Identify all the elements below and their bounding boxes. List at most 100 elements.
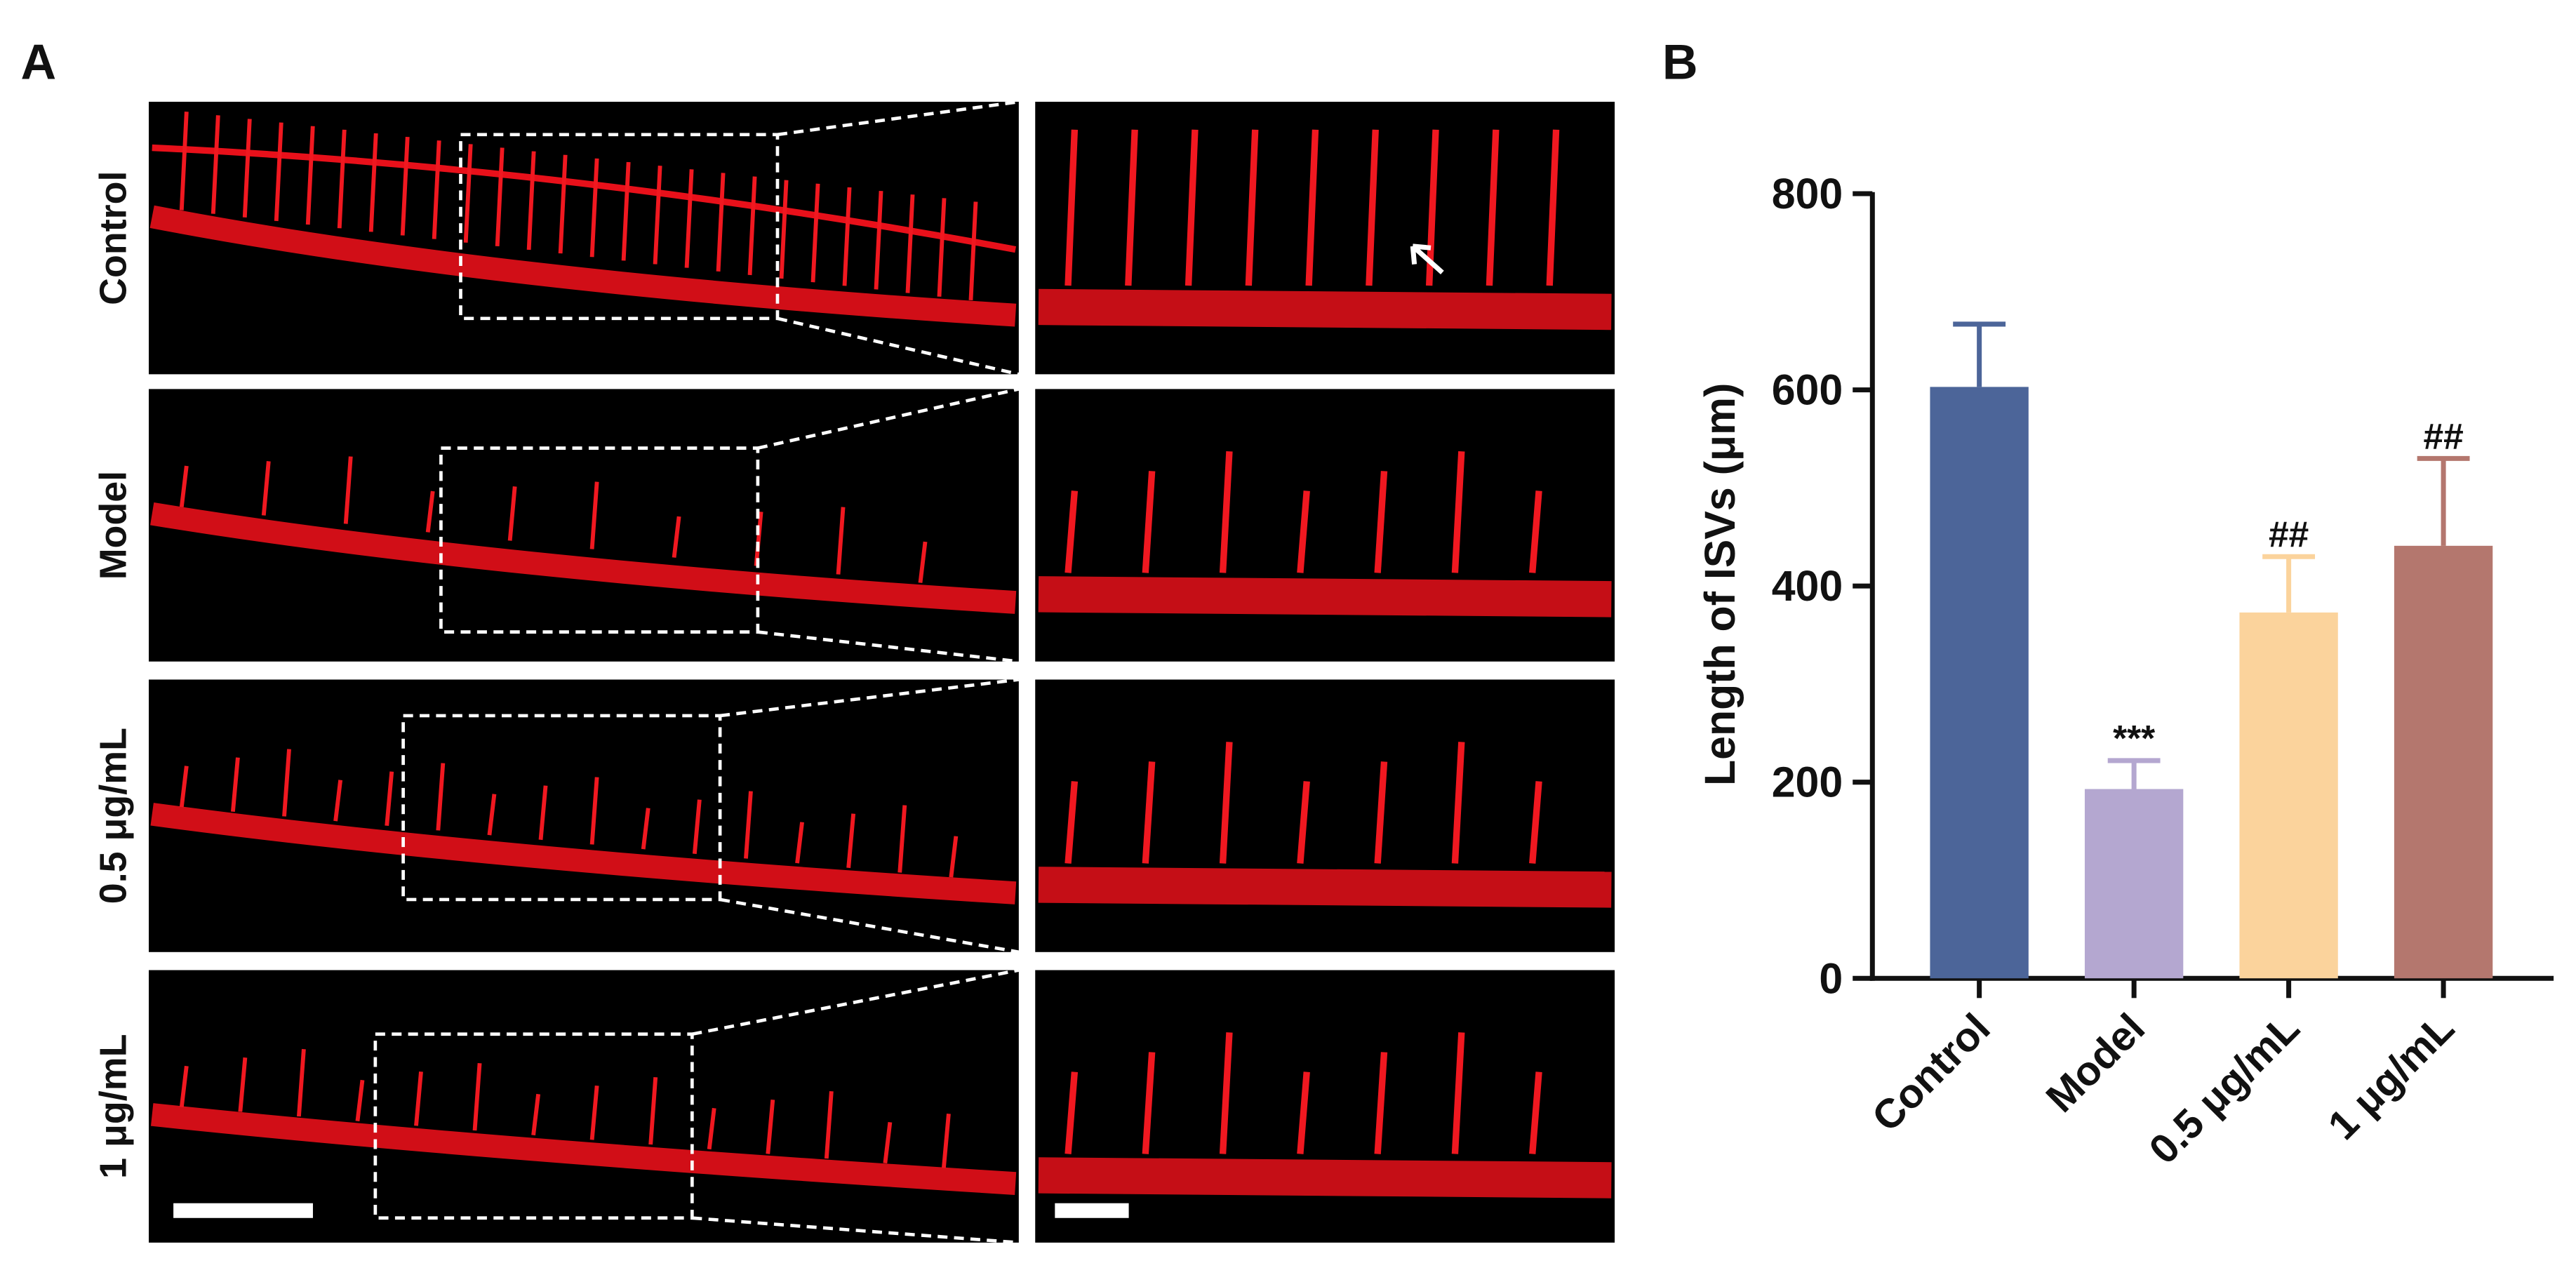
isv (1219, 1032, 1233, 1154)
isv (905, 194, 915, 293)
isv (716, 173, 726, 272)
x-tick-label: 0.5 μg/mL (2141, 1005, 2309, 1173)
scale-bar (173, 1203, 313, 1218)
isv (846, 813, 856, 869)
isv (179, 1065, 189, 1108)
isv (179, 766, 189, 808)
zoom-line (777, 316, 1020, 376)
isv (385, 771, 394, 827)
vessel (150, 803, 1017, 904)
isv (672, 516, 681, 558)
zoom-box (373, 1032, 694, 1220)
vessel (1038, 288, 1612, 330)
vessel (1038, 576, 1612, 617)
isv (1219, 451, 1233, 573)
isv (282, 749, 291, 817)
isv (1529, 1071, 1542, 1154)
scale-bar (1055, 1203, 1129, 1218)
isv (495, 147, 505, 247)
significance-label: *** (2113, 718, 2155, 759)
zoom-line (691, 968, 1020, 1036)
isv (355, 1079, 365, 1122)
isv (1546, 129, 1560, 286)
vessel (1038, 867, 1612, 908)
isv (1297, 781, 1310, 864)
significance-label: ## (2423, 415, 2463, 456)
micrograph (149, 970, 1019, 1243)
isv (1245, 129, 1259, 286)
isv (653, 166, 662, 265)
row-label: Model (92, 471, 134, 580)
x-tick-label: Model (2038, 1005, 2154, 1121)
isv (1451, 742, 1465, 864)
row-label: Control (92, 171, 134, 305)
isv (842, 187, 852, 286)
isv (261, 461, 271, 516)
isv (436, 763, 446, 831)
isv (810, 183, 820, 283)
bar-chart: 0 200 400 600 800 Length of ISVs (μm) Control M… (1696, 170, 2554, 1173)
micrograph-zoom (1035, 679, 1615, 952)
isv (589, 481, 599, 549)
isv (779, 180, 789, 279)
isv (1065, 781, 1079, 864)
isv (883, 1121, 893, 1164)
isv (836, 507, 846, 575)
isv (692, 799, 702, 855)
isv (1374, 471, 1388, 573)
isv (589, 1085, 599, 1140)
isv (368, 133, 378, 232)
isv (531, 1093, 541, 1136)
isv (1366, 129, 1379, 286)
vessel (150, 1103, 1017, 1195)
isv (589, 158, 599, 258)
x-tick-label: 1 μg/mL (2319, 1005, 2462, 1148)
zoom-box (439, 446, 760, 634)
isv (648, 1076, 658, 1145)
isv (274, 122, 283, 222)
row-label: 1 μg/mL (92, 1034, 134, 1179)
isv (432, 140, 441, 239)
y-axis-label: Length of ISVs (μm) (1696, 383, 1744, 786)
zoom-line (692, 1216, 1020, 1245)
isv (918, 541, 928, 583)
isv (1065, 490, 1079, 573)
isv (874, 190, 883, 290)
isv (472, 1062, 482, 1131)
isv (230, 757, 240, 813)
isv (684, 169, 694, 268)
zoom-line (777, 100, 1020, 137)
isv (305, 126, 315, 225)
isv (414, 1071, 423, 1126)
isv (754, 512, 763, 566)
y-tick-label: 600 (1772, 366, 1843, 414)
vessel (1038, 1157, 1612, 1198)
isv (897, 805, 907, 873)
micrographs: Control Model 0.5 μg/mL 1 μg/mL (92, 100, 1615, 1245)
isv (526, 151, 536, 251)
isv (1184, 129, 1199, 286)
x-tick-label: Control (1864, 1005, 1999, 1140)
isv (795, 822, 804, 864)
bar (2394, 545, 2493, 979)
isv (238, 1057, 248, 1112)
isv (1374, 761, 1388, 864)
panel-label: B (1662, 34, 1698, 89)
zoom-box (459, 133, 780, 321)
zoom-line (757, 387, 1020, 450)
zoom-line (757, 630, 1020, 664)
isv (1142, 761, 1156, 864)
isv (744, 791, 753, 859)
isv (179, 112, 189, 211)
micrograph-zoom (1035, 102, 1615, 375)
isv (296, 1048, 306, 1117)
micrograph (149, 679, 1019, 952)
isv (425, 490, 435, 533)
bar (2084, 789, 2184, 979)
isv (463, 144, 473, 243)
significance-label: ## (2269, 514, 2309, 554)
isv (766, 1099, 775, 1154)
isv (621, 161, 631, 261)
y-tick-label: 200 (1772, 759, 1843, 806)
